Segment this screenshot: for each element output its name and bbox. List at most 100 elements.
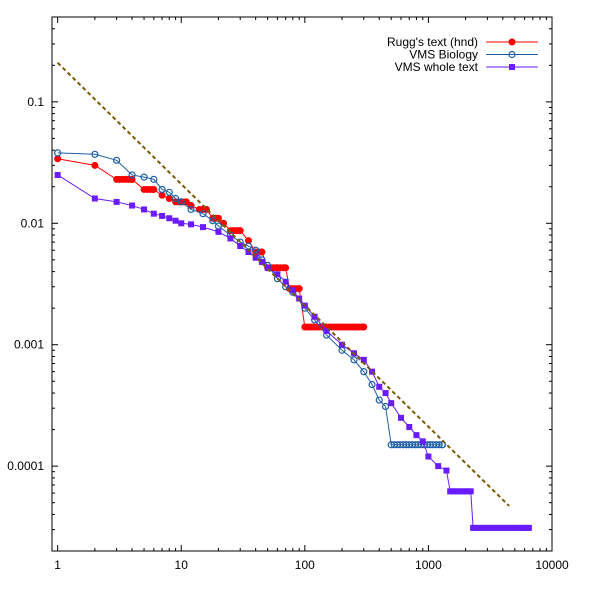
data-point [443,467,450,474]
x-tick-label: 100 [295,558,315,572]
data-point [406,424,413,431]
data-point [244,237,252,245]
series-1 [54,149,447,449]
data-point [237,243,244,250]
data-point [435,441,443,449]
data-point [435,463,442,470]
x-tick-label: 10000 [535,558,569,572]
data-point [177,198,185,206]
data-point [172,217,179,224]
data-point [419,438,426,445]
data-point [397,414,404,421]
legend-label: Rugg's text (hnd) [387,35,478,49]
data-point [227,235,234,242]
data-point [158,191,166,199]
legend-entry-1: VMS Biology [409,48,538,62]
data-point [141,206,148,213]
series-0 [54,155,368,331]
x-tick-label: 1 [54,558,61,572]
data-point [165,195,173,203]
data-point [258,258,265,265]
legend-label: VMS Biology [409,48,478,62]
data-point [376,383,383,390]
data-point [360,368,368,376]
series-line [57,174,529,529]
data-point [388,400,395,407]
legend-entry-0: Rugg's text (hnd) [387,35,538,49]
data-point [54,155,62,163]
data-point [128,171,136,179]
data-point [209,217,217,225]
data-point [282,278,289,285]
data-point [350,356,358,364]
x-tick-label: 1000 [415,558,442,572]
data-point [166,215,173,222]
y-tick-label: 0.01 [21,216,45,230]
plot-area [51,16,553,552]
data-point [311,313,318,320]
series-2 [54,171,532,531]
legend-marker [508,50,516,59]
data-point [339,341,346,348]
data-point [158,185,166,194]
data-point [360,323,368,331]
data-point [150,185,158,193]
legend-entry-2: VMS whole text [395,60,538,74]
data-point [525,524,532,531]
data-point [264,264,271,271]
series-3 [56,62,510,507]
reference-line [56,62,510,507]
data-point [274,271,281,278]
legend-label: VMS whole text [395,60,479,74]
data-point [375,396,383,404]
data-point [200,224,207,231]
y-axis: 0.1 0.01 0.001 0.0001 [7,16,552,552]
data-point [369,368,376,375]
data-point [182,198,190,206]
data-point [199,210,207,218]
y-tick-label: 0.0001 [7,459,44,473]
data-point [282,264,290,272]
plot-frame [51,16,553,552]
legend-marker [508,38,516,46]
data-point [425,453,432,460]
y-tick-label: 0.001 [14,338,44,352]
data-point [258,248,266,256]
series-layer [54,62,532,531]
x-tick-label: 10 [175,558,189,572]
data-point [187,205,195,214]
data-point [413,432,420,439]
data-point [54,149,62,157]
data-point [140,173,148,181]
data-point [188,221,195,228]
data-point [165,188,173,196]
data-point [91,161,99,169]
legend-marker [509,64,515,70]
data-point [150,210,157,217]
data-point [382,390,389,397]
series-line [57,158,364,328]
data-point [381,402,390,411]
y-tick-label: 0.1 [27,95,44,109]
data-point [171,194,180,203]
data-point [91,195,98,202]
data-point [113,156,121,164]
data-point [368,380,376,389]
data-point [360,356,367,363]
data-point [113,198,120,205]
data-point [215,228,222,235]
data-point [54,171,61,178]
x-axis: 1 10 100 1000 10000 [51,17,569,572]
data-point [252,246,260,254]
data-point [245,249,252,256]
data-point [236,227,244,235]
data-point [252,254,259,261]
data-point [467,488,474,495]
data-point [323,327,330,334]
data-point [289,287,296,294]
data-point [129,202,136,209]
series-line [57,152,443,446]
data-point [178,220,185,227]
